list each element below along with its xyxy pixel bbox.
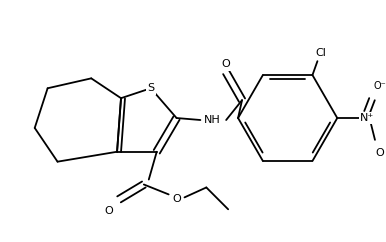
- Text: O⁻: O⁻: [374, 81, 386, 91]
- Text: O: O: [222, 60, 230, 69]
- Text: NH: NH: [204, 115, 221, 125]
- Text: S: S: [147, 83, 154, 93]
- Text: O: O: [105, 206, 113, 216]
- Text: N⁺: N⁺: [360, 113, 374, 123]
- Text: O: O: [172, 194, 181, 204]
- Text: O: O: [376, 148, 384, 158]
- Text: Cl: Cl: [315, 48, 326, 58]
